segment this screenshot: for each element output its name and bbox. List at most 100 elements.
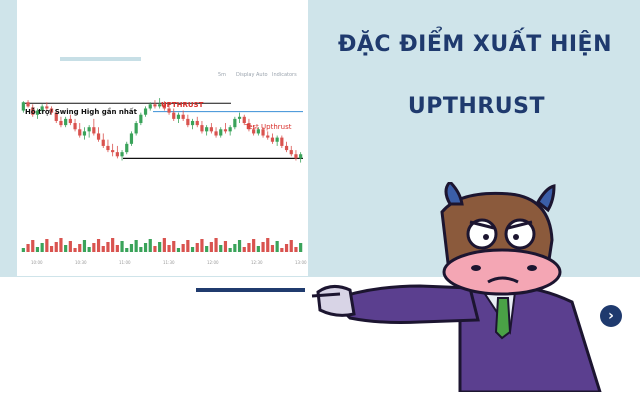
volume-bar [261,242,265,252]
bottom-accent-bar [196,288,305,292]
candle-body [134,123,138,134]
volume-bar [106,242,110,252]
candle-body [115,152,119,157]
candle-body [176,114,181,119]
volume-bar [195,243,199,252]
volume-bar [125,248,129,252]
volume-bar [223,241,228,252]
volume-bar [143,243,148,252]
volume-bar [111,238,115,252]
candle-body [219,129,223,136]
candle-body [247,123,251,130]
candle-body [78,129,82,136]
volume-bar [21,248,25,252]
volume-bar [54,242,58,252]
volume-bar [172,241,176,252]
candle-body [228,127,232,132]
volume-bar [228,248,232,252]
candle-body [167,108,171,113]
candle-body [21,102,25,111]
candle-body [256,129,260,134]
candle-body [275,137,279,142]
candle-body [54,112,58,121]
volume-bar [233,244,237,252]
volume-bar [139,247,143,252]
volume-bar [115,245,119,252]
candle-body [186,118,190,126]
x-tick-label: 12:30 [251,260,263,265]
volume-bar [87,247,91,252]
candle-body [205,127,209,132]
toolbar-indicators[interactable]: Indicators [272,72,297,78]
volume-bar [158,242,162,252]
toolbar-display[interactable]: Display [236,72,255,78]
volume-bar [294,247,298,252]
candle-body [252,129,256,134]
candle-body [289,150,293,155]
volume-bar [167,245,171,252]
candle-body [73,123,77,130]
candle-body [223,129,228,132]
candle-body [214,131,218,136]
volume-bar [181,244,185,252]
volume-bar [45,239,49,252]
candle-body [31,107,35,115]
bull-mascot-illustration [311,182,602,392]
candle-body [242,116,246,124]
volume-bar [284,244,289,252]
next-arrow-button[interactable]: › [600,305,622,327]
annotation-upthrust: UPTHRUST [161,101,204,109]
candle-body [45,106,49,109]
volume-bar [205,246,209,252]
x-tick-label: 13:00 [295,260,307,265]
volume-bar [219,245,223,252]
volume-bar [266,238,270,252]
volume-bar [129,244,134,252]
candle-body [195,120,199,126]
volume-bar [26,244,30,252]
candle-body [120,152,124,157]
toolbar-interval[interactable]: 5m [218,72,227,78]
candle-body [68,118,72,124]
candle-body [200,125,204,132]
candle-body [158,104,162,107]
candle-body [26,102,30,107]
candle-body [49,108,54,113]
candle-body [139,114,143,124]
volume-bar [134,240,138,252]
candle-body [101,139,105,146]
volume-bar [256,246,260,252]
volume-bar [148,239,152,252]
candle-body [40,106,44,111]
candle-body [299,154,303,159]
toolbar-auto[interactable]: Auto [256,72,268,78]
volume-bar [59,238,63,252]
volume-bar [64,245,68,252]
candle-body [237,116,242,119]
volume-bar [153,246,157,252]
x-tick-label: 10:00 [31,260,43,265]
candle-body [284,145,289,151]
candle-body [153,104,157,107]
volume-bar [237,240,242,252]
candle-body [148,104,152,109]
volume-bar [92,243,96,252]
candle-body [209,127,213,132]
candle-body [270,137,275,142]
x-tick-label: 11:00 [119,260,131,265]
volume-bar [247,243,251,252]
candle-body [125,143,129,153]
candlestick-chart: Hỗ trợ/ Swing High gần nhất UPTHRUST Test … [21,98,307,265]
volume-bar [101,246,105,252]
volume-bar [162,238,166,252]
x-tick-label: 11:30 [163,260,175,265]
volume-bar [270,245,275,252]
x-tick-label: 10:30 [75,260,87,265]
volume-bar [176,248,181,252]
candle-body [64,118,68,126]
candle-body [92,127,96,134]
top-accent-bar [60,57,141,61]
volume-bar [186,240,190,252]
candle-body [162,104,166,109]
volume-bar [200,239,204,252]
